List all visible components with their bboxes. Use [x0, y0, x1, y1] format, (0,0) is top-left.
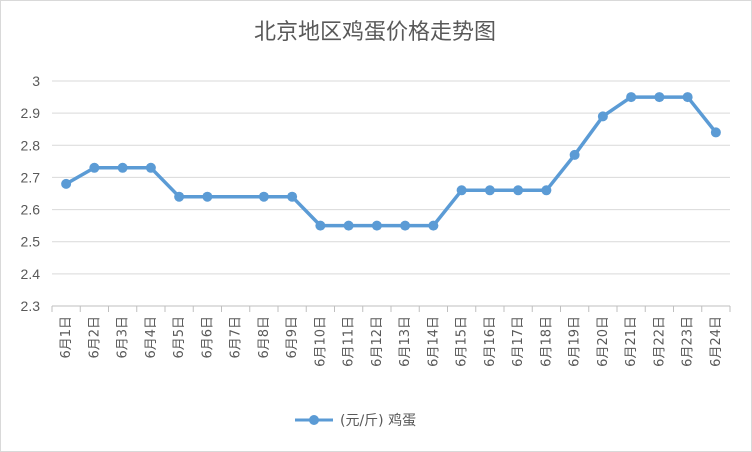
- data-point: [61, 178, 72, 189]
- x-tick-label: 6月4日: [144, 316, 159, 359]
- x-tick-label: 6月5日: [172, 316, 187, 359]
- data-point: [202, 191, 213, 202]
- legend-label: (元/斤) 鸡蛋: [340, 412, 416, 429]
- x-tick-label: 6月18日: [539, 316, 554, 367]
- x-tick-label: 6月12日: [370, 316, 385, 367]
- x-tick-label: 6月17日: [511, 316, 526, 367]
- data-point: [456, 185, 467, 196]
- legend-marker: [309, 415, 319, 425]
- y-tick-label: 2.8: [21, 137, 41, 153]
- x-tick-label: 6月7日: [229, 316, 244, 359]
- x-tick-label: 6月16日: [483, 316, 498, 367]
- x-tick-label: 6月24日: [709, 316, 724, 367]
- data-point: [569, 149, 580, 160]
- data-point: [117, 162, 128, 173]
- data-point: [315, 220, 326, 231]
- x-tick-label: 6月14日: [426, 316, 441, 367]
- data-point: [89, 162, 100, 173]
- data-point: [145, 162, 156, 173]
- data-point: [371, 220, 382, 231]
- x-tick-label: 6月15日: [455, 316, 470, 367]
- data-point: [258, 191, 269, 202]
- x-tick-label: 6月20日: [596, 316, 611, 367]
- x-tick-label: 6月13日: [398, 316, 413, 367]
- data-point: [541, 185, 552, 196]
- x-tick-label: 6月9日: [285, 316, 300, 359]
- data-point: [287, 191, 298, 202]
- x-tick-label: 6月3日: [116, 316, 131, 359]
- x-tick-label: 6月23日: [681, 316, 696, 367]
- x-tick-label: 6月8日: [257, 316, 272, 359]
- x-tick-label: 6月19日: [568, 316, 583, 367]
- y-tick-label: 2.3: [21, 298, 41, 314]
- data-point: [654, 92, 665, 103]
- chart-title: 北京地区鸡蛋价格走势图: [253, 20, 496, 45]
- data-point: [174, 191, 185, 202]
- y-tick-label: 2.5: [21, 234, 41, 250]
- x-tick-label: 6月10日: [313, 316, 328, 367]
- x-tick-label: 6月2日: [87, 316, 102, 359]
- x-tick-label: 6月11日: [342, 316, 357, 367]
- data-point: [597, 111, 608, 122]
- y-tick-label: 3: [32, 73, 40, 89]
- x-tick-label: 6月6日: [200, 316, 215, 359]
- y-tick-label: 2.4: [21, 266, 41, 282]
- data-point: [484, 185, 495, 196]
- y-tick-label: 2.7: [21, 169, 41, 185]
- data-point: [710, 127, 721, 138]
- y-tick-label: 2.9: [21, 105, 41, 121]
- data-point: [682, 92, 693, 103]
- data-point: [400, 220, 411, 231]
- data-point: [626, 92, 637, 103]
- data-point: [428, 220, 439, 231]
- series-line: [65, 95, 718, 228]
- data-point: [513, 185, 524, 196]
- data-point: [343, 220, 354, 231]
- x-tick-label: 6月22日: [652, 316, 667, 367]
- x-tick-label: 6月21日: [624, 316, 639, 367]
- x-tick-label: 6月1日: [59, 316, 74, 359]
- y-tick-label: 2.6: [21, 202, 41, 218]
